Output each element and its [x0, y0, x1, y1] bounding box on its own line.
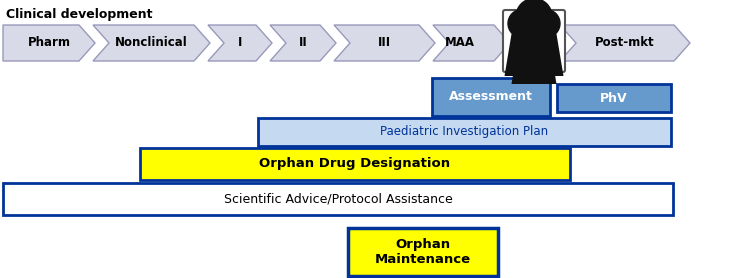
Polygon shape	[3, 25, 95, 61]
FancyBboxPatch shape	[258, 118, 671, 146]
Polygon shape	[512, 30, 557, 84]
Polygon shape	[504, 34, 539, 76]
Text: PhV: PhV	[600, 91, 627, 105]
Polygon shape	[208, 25, 272, 61]
Text: Post-mkt: Post-mkt	[595, 36, 655, 49]
FancyBboxPatch shape	[348, 228, 498, 276]
FancyBboxPatch shape	[557, 84, 671, 112]
Circle shape	[532, 9, 560, 38]
Text: Orphan
Maintenance: Orphan Maintenance	[375, 238, 471, 266]
Polygon shape	[560, 25, 690, 61]
Polygon shape	[334, 25, 435, 61]
Circle shape	[516, 0, 552, 34]
Circle shape	[508, 9, 536, 38]
Text: Paediatric Investigation Plan: Paediatric Investigation Plan	[380, 125, 548, 138]
Text: Clinical development: Clinical development	[6, 8, 152, 21]
Text: MAA: MAA	[445, 36, 475, 49]
Text: Pharm: Pharm	[28, 36, 70, 49]
Text: II: II	[299, 36, 307, 49]
Polygon shape	[528, 34, 563, 76]
FancyBboxPatch shape	[503, 10, 565, 72]
Polygon shape	[93, 25, 210, 61]
Text: Nonclinical: Nonclinical	[115, 36, 188, 49]
Text: Assessment: Assessment	[449, 91, 533, 103]
Text: Orphan Drug Designation: Orphan Drug Designation	[259, 158, 450, 170]
FancyBboxPatch shape	[3, 183, 673, 215]
Text: I: I	[238, 36, 242, 49]
FancyBboxPatch shape	[140, 148, 570, 180]
Text: III: III	[378, 36, 391, 49]
Polygon shape	[270, 25, 336, 61]
Polygon shape	[433, 25, 510, 61]
FancyBboxPatch shape	[432, 78, 550, 116]
Text: Scientific Advice/Protocol Assistance: Scientific Advice/Protocol Assistance	[223, 192, 453, 205]
